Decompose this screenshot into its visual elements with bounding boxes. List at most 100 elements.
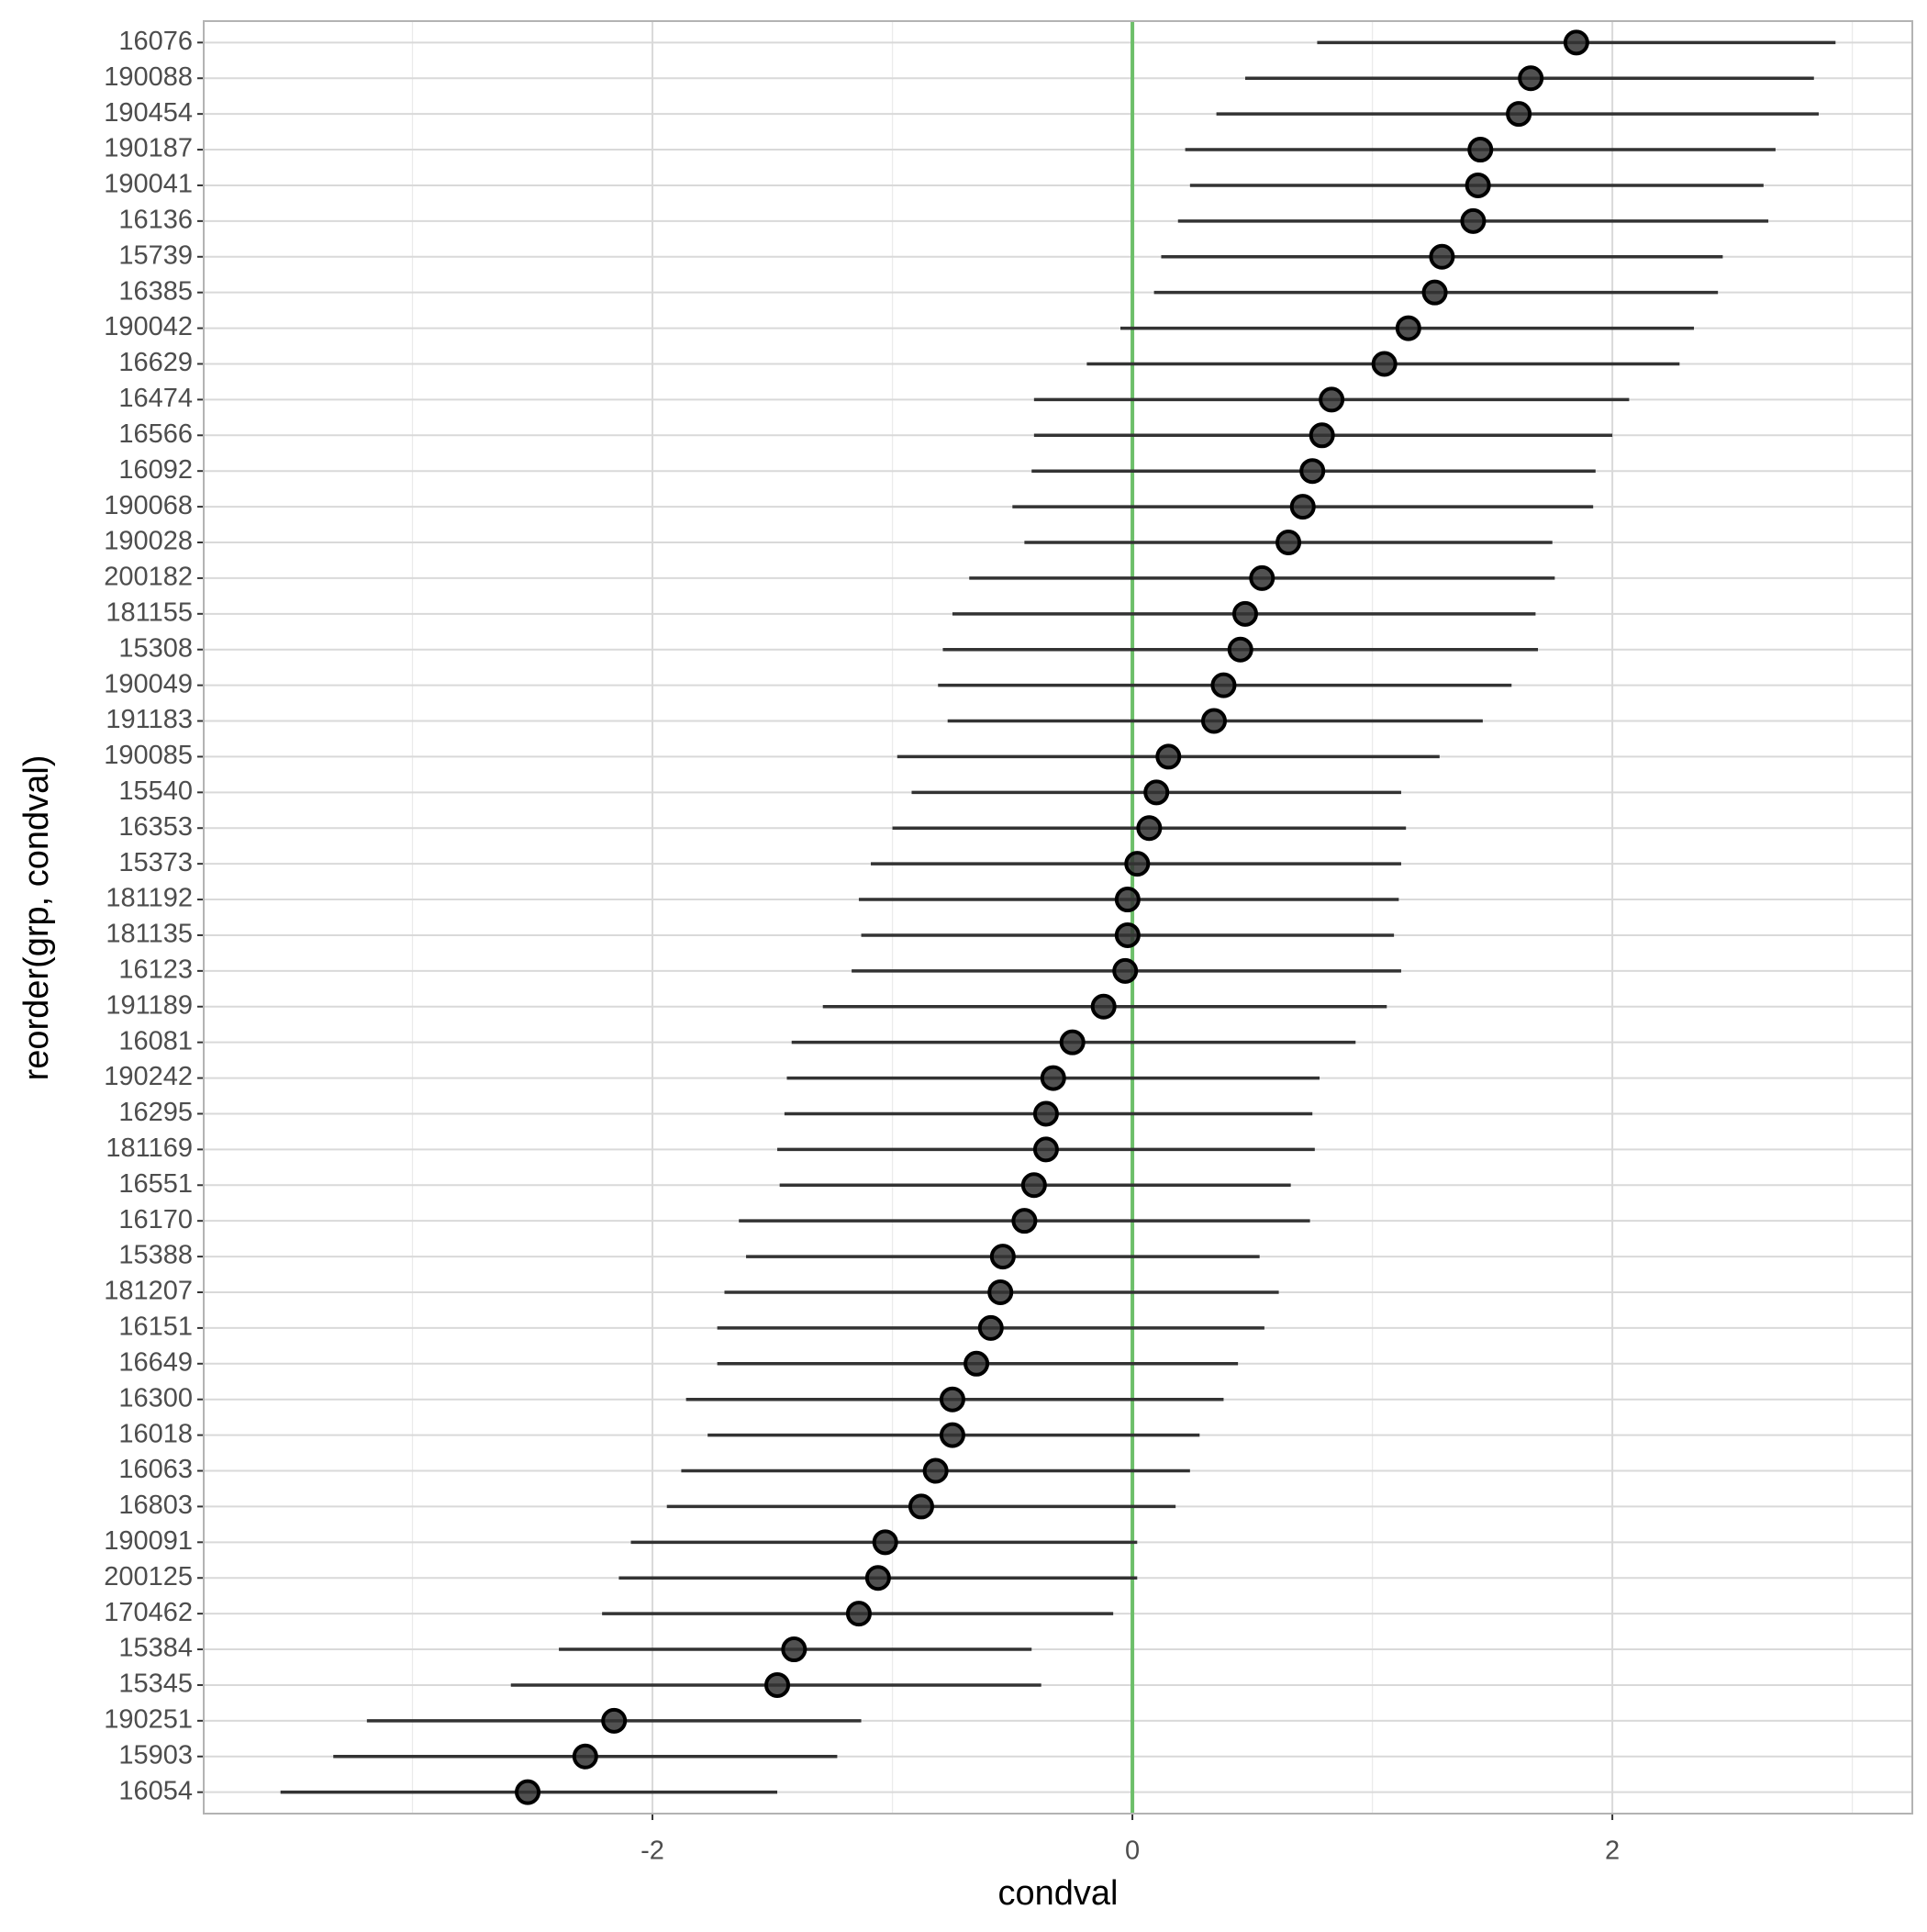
y-tick-label: 15388 xyxy=(118,1241,193,1270)
point xyxy=(1020,1172,1047,1199)
y-tick-label: 16123 xyxy=(118,955,193,985)
point xyxy=(1032,1100,1059,1127)
y-tick-label: 190028 xyxy=(104,527,193,556)
y-tick-label: 181207 xyxy=(104,1277,193,1306)
y-tick-label: 16092 xyxy=(118,455,193,485)
point xyxy=(1465,172,1491,198)
point xyxy=(977,1314,1004,1341)
point xyxy=(1032,1136,1059,1163)
point xyxy=(939,1386,965,1413)
y-tick-label: 190041 xyxy=(104,170,193,199)
y-tick-label: 200125 xyxy=(104,1562,193,1591)
y-tick-label: 16803 xyxy=(118,1491,193,1520)
y-tick-label: 170462 xyxy=(104,1598,193,1627)
y-axis-title: reorder(grp, condval) xyxy=(17,755,56,1081)
y-tick-label: 16151 xyxy=(118,1312,193,1342)
point xyxy=(1090,993,1117,1020)
point xyxy=(1040,1065,1066,1091)
point xyxy=(1275,530,1302,556)
y-tick-label: 16566 xyxy=(118,419,193,449)
point xyxy=(1395,315,1421,341)
point xyxy=(845,1601,872,1627)
y-tick-label: 16629 xyxy=(118,348,193,377)
x-axis-title: condval xyxy=(998,1874,1119,1913)
point xyxy=(922,1457,949,1484)
x-tick-label: -2 xyxy=(640,1837,664,1866)
y-tick-label: 15739 xyxy=(118,240,193,270)
y-tick-label: 16054 xyxy=(118,1776,193,1805)
point xyxy=(1518,65,1544,92)
point xyxy=(1200,708,1227,734)
point xyxy=(1421,279,1448,306)
y-tick-label: 191189 xyxy=(106,990,193,1020)
y-tick-label: 16170 xyxy=(118,1205,193,1234)
y-tick-label: 181192 xyxy=(106,884,193,913)
point xyxy=(1429,243,1455,270)
point xyxy=(1460,207,1487,234)
y-tick-label: 16300 xyxy=(118,1383,193,1413)
y-tick-label: 181135 xyxy=(106,920,193,949)
y-tick-label: 190042 xyxy=(104,312,193,341)
y-tick-label: 16649 xyxy=(118,1347,193,1377)
point xyxy=(1319,386,1345,413)
y-tick-label: 190251 xyxy=(104,1705,193,1735)
y-tick-label: 181155 xyxy=(106,597,193,627)
point xyxy=(989,1244,1016,1270)
point xyxy=(601,1707,628,1734)
y-tick-label: 190049 xyxy=(104,669,193,698)
point xyxy=(1155,743,1182,770)
y-tick-label: 190091 xyxy=(104,1526,193,1556)
x-tick-label: 0 xyxy=(1125,1837,1140,1866)
point xyxy=(1011,1208,1038,1234)
point xyxy=(1112,957,1139,984)
y-tick-label: 15540 xyxy=(118,776,193,806)
point xyxy=(1136,815,1163,842)
y-tick-label: 15308 xyxy=(118,633,193,663)
y-tick-label: 16474 xyxy=(118,384,193,413)
y-tick-label: 16551 xyxy=(118,1169,193,1199)
point xyxy=(939,1422,965,1448)
panel-border xyxy=(203,20,1913,1815)
point xyxy=(764,1671,791,1698)
y-tick-label: 16136 xyxy=(118,206,193,235)
point xyxy=(1143,779,1170,806)
y-tick-label: 200182 xyxy=(104,563,193,592)
y-tick-label: 16353 xyxy=(118,812,193,842)
y-tick-label: 191183 xyxy=(106,705,193,734)
y-tick-label: 16076 xyxy=(118,27,193,56)
point xyxy=(515,1779,541,1805)
y-tick-label: 181169 xyxy=(106,1134,193,1163)
y-tick-label: 190085 xyxy=(104,741,193,770)
y-tick-label: 190242 xyxy=(104,1062,193,1091)
y-tick-label: 16018 xyxy=(118,1419,193,1448)
point xyxy=(1210,672,1237,698)
y-tick-label: 16295 xyxy=(118,1098,193,1127)
y-tick-label: 15373 xyxy=(118,848,193,877)
point xyxy=(572,1743,598,1770)
point xyxy=(872,1529,898,1556)
y-tick-label: 16385 xyxy=(118,276,193,306)
point xyxy=(1059,1029,1086,1055)
point xyxy=(1299,458,1326,485)
point xyxy=(1371,351,1398,377)
y-tick-label: 16063 xyxy=(118,1455,193,1484)
y-tick-label: 16081 xyxy=(118,1026,193,1055)
point xyxy=(1506,101,1532,128)
point xyxy=(1289,494,1316,520)
y-tick-label: 15345 xyxy=(118,1670,193,1699)
point xyxy=(1563,29,1589,56)
y-tick-label: 190187 xyxy=(104,134,193,163)
point xyxy=(781,1636,808,1663)
point xyxy=(1231,600,1258,627)
point xyxy=(1309,422,1335,449)
point xyxy=(1124,851,1151,877)
y-tick-label: 190068 xyxy=(104,491,193,520)
y-tick-label: 15903 xyxy=(118,1740,193,1770)
point xyxy=(964,1350,990,1377)
y-tick-label: 190088 xyxy=(104,62,193,92)
point xyxy=(1249,564,1275,591)
point xyxy=(1227,636,1253,663)
